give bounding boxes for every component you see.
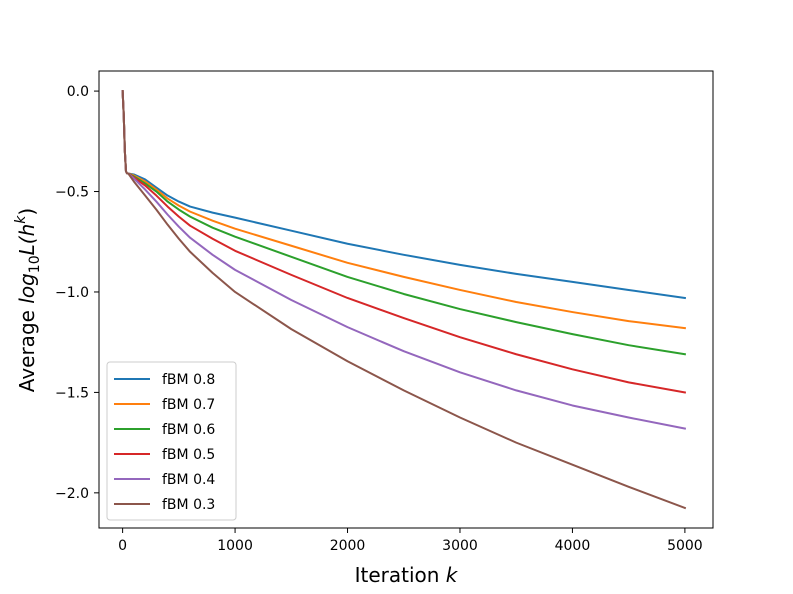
y-axis-ticks: 0.0 −0.5 −1.0 −1.5 −2.0	[55, 84, 99, 502]
y-axis-label-log: log	[15, 273, 39, 304]
y-axis-label-sub: 10	[27, 255, 43, 273]
legend-items: fBM 0.8 fBM 0.7 fBM 0.6 fBM 0.5 fBM 0.4 fBM 0…	[114, 372, 215, 513]
legend-label-4: fBM 0.4	[162, 472, 215, 488]
x-axis-label: Iteration k	[355, 563, 459, 587]
legend-label-5: fBM 0.3	[162, 497, 215, 513]
series-layer	[121, 90, 687, 510]
y-tick-label-4: −2.0	[55, 486, 89, 502]
x-axis-ticks: 0 1000 2000 3000 4000 5000	[118, 528, 703, 554]
legend-label-0: fBM 0.8	[162, 372, 215, 388]
legend-label-3: fBM 0.5	[162, 447, 215, 463]
legend: fBM 0.8 fBM 0.7 fBM 0.6 fBM 0.5 fBM 0.4 fBM 0…	[106, 361, 237, 521]
series-line-5	[121, 90, 687, 510]
x-tick-label-4: 4000	[555, 538, 591, 554]
x-tick-label-1: 1000	[217, 538, 253, 554]
y-tick-label-0: 0.0	[67, 84, 89, 100]
y-axis-label-sup: k	[13, 215, 29, 224]
y-tick-label-3: −1.5	[55, 385, 89, 401]
y-tick-label-2: −1.0	[55, 285, 89, 301]
x-tick-label-2: 2000	[330, 538, 366, 554]
legend-label-1: fBM 0.7	[162, 397, 215, 413]
y-axis-label-tail: L(h	[15, 224, 39, 256]
y-axis-label: Average log10L(hk)	[13, 208, 43, 392]
y-tick-label-1: −0.5	[55, 185, 89, 201]
x-tick-label-0: 0	[118, 538, 127, 554]
axes-frame	[98, 70, 714, 529]
legend-label-2: fBM 0.6	[162, 422, 215, 438]
x-axis-label-var: k	[446, 563, 459, 587]
x-tick-label-5: 5000	[667, 538, 703, 554]
y-axis-label-close: )	[15, 208, 39, 216]
x-tick-label-3: 3000	[442, 538, 478, 554]
legend-box	[106, 361, 237, 521]
